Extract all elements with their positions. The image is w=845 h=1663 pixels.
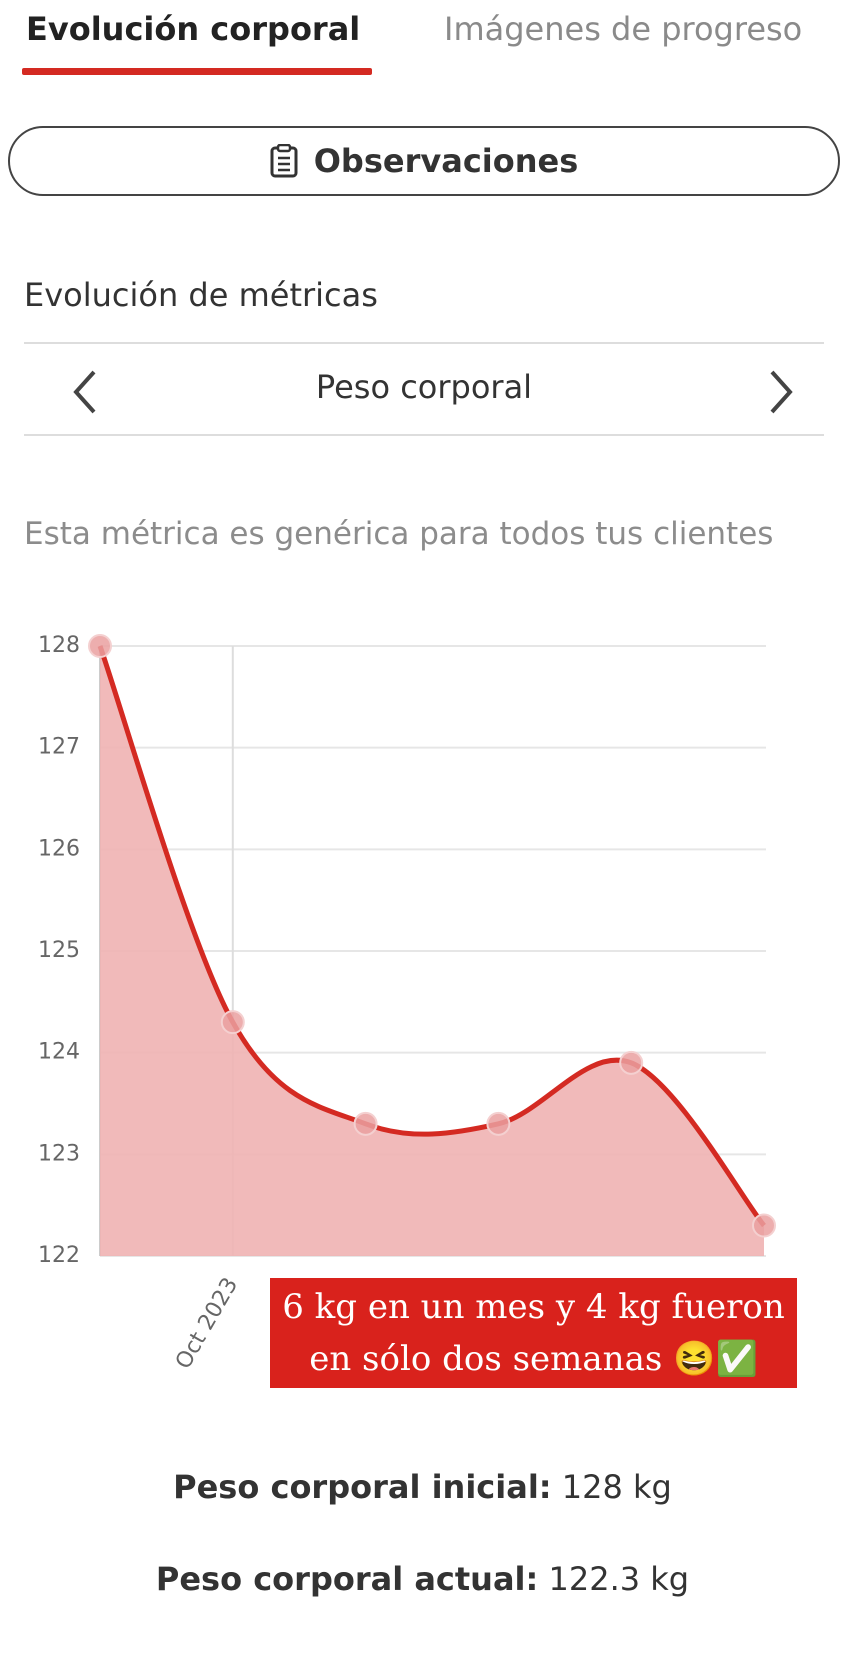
divider	[24, 434, 824, 436]
tab-active[interactable]: Evolución corporal	[26, 10, 361, 48]
point	[752, 1213, 776, 1238]
chart: 122 123 124 125 126 127 128 Oct 2023	[38, 633, 776, 1374]
y-tick-label: 128	[38, 633, 80, 658]
x-tick-label: Oct 2023	[171, 1274, 243, 1374]
point	[220, 1010, 245, 1035]
caption: 6 kg en un mes y 4 kg fueron en sólo dos…	[270, 1278, 797, 1388]
button-label: Observaciones	[313, 142, 579, 180]
y-tick-label: 125	[38, 938, 80, 963]
y-tick-label: 122	[38, 1243, 80, 1268]
y-tick-label: 123	[38, 1141, 80, 1166]
summary-value: 128 kg	[561, 1468, 672, 1506]
observations-button[interactable]: Observaciones	[8, 126, 840, 196]
divider	[24, 342, 824, 344]
summary-current: Peso corporal actual: 122.3 kg	[0, 1560, 845, 1598]
metric-name: Peso corporal	[315, 368, 533, 406]
point	[353, 1111, 378, 1136]
summary-label: Peso corporal actual:	[155, 1560, 539, 1598]
area-fill	[100, 646, 764, 1256]
point	[619, 1050, 644, 1075]
summary-value: 122.3 kg	[548, 1560, 690, 1598]
section-title: Evolución de métricas	[24, 276, 378, 314]
line	[97, 645, 766, 1228]
metric-note: Esta métrica es genérica para todos tus …	[24, 516, 774, 552]
point	[88, 634, 112, 658]
summary-label: Peso corporal inicial:	[173, 1468, 552, 1506]
tab-inactive[interactable]: Imágenes de progreso	[444, 10, 803, 48]
metric-selector: Peso corporal	[24, 346, 824, 438]
next-arrow[interactable]	[766, 368, 796, 416]
tab-underline	[22, 68, 372, 75]
point	[486, 1111, 511, 1136]
clipboard-icon	[270, 144, 298, 178]
prev-arrow[interactable]	[70, 368, 100, 416]
y-tick-label: 124	[38, 1040, 80, 1065]
summary-initial: Peso corporal inicial: 128 kg	[0, 1468, 845, 1506]
y-tick-label: 127	[38, 735, 80, 760]
y-tick-label: 126	[38, 836, 80, 861]
